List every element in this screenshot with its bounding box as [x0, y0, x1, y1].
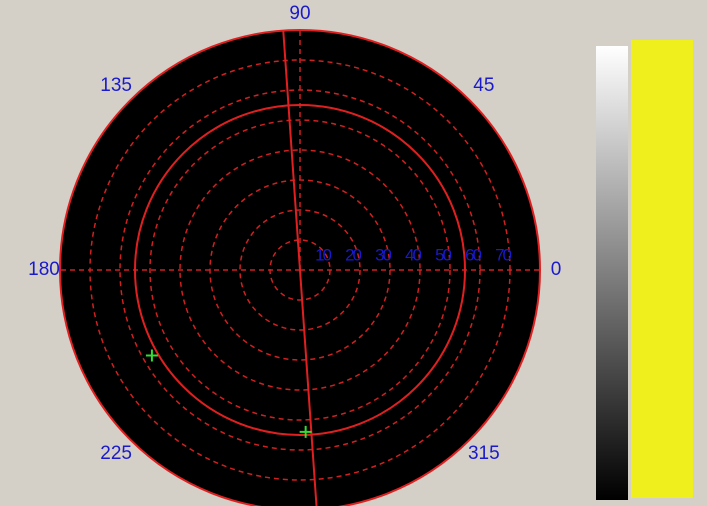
r-tick-label: 60: [465, 245, 481, 264]
r-tick-label: 70: [495, 245, 511, 264]
theta-tick-label: 0: [551, 259, 562, 280]
direction-line: [282, 30, 318, 506]
point: [299, 425, 312, 438]
point: [145, 349, 158, 362]
colorbar-labels: [631, 40, 693, 498]
theta-tick-label: 225: [100, 443, 132, 464]
grid-ring: [239, 209, 361, 331]
grid-ring: [149, 119, 451, 421]
theta-tick-label: 90: [289, 3, 310, 24]
r-tick-label: 20: [345, 245, 361, 264]
r-tick-label: 10: [315, 245, 331, 264]
ring: [134, 104, 466, 436]
theta-tick-label: 180: [28, 259, 60, 280]
r-tick-label: 30: [375, 245, 391, 264]
r-tick-label: 50: [435, 245, 451, 264]
colorbar: [596, 46, 628, 500]
r-tick-label: 40: [405, 245, 421, 264]
theta-tick-label: 45: [473, 75, 494, 96]
theta-tick-label: 315: [468, 443, 500, 464]
theta-tick-label: 135: [100, 75, 132, 96]
